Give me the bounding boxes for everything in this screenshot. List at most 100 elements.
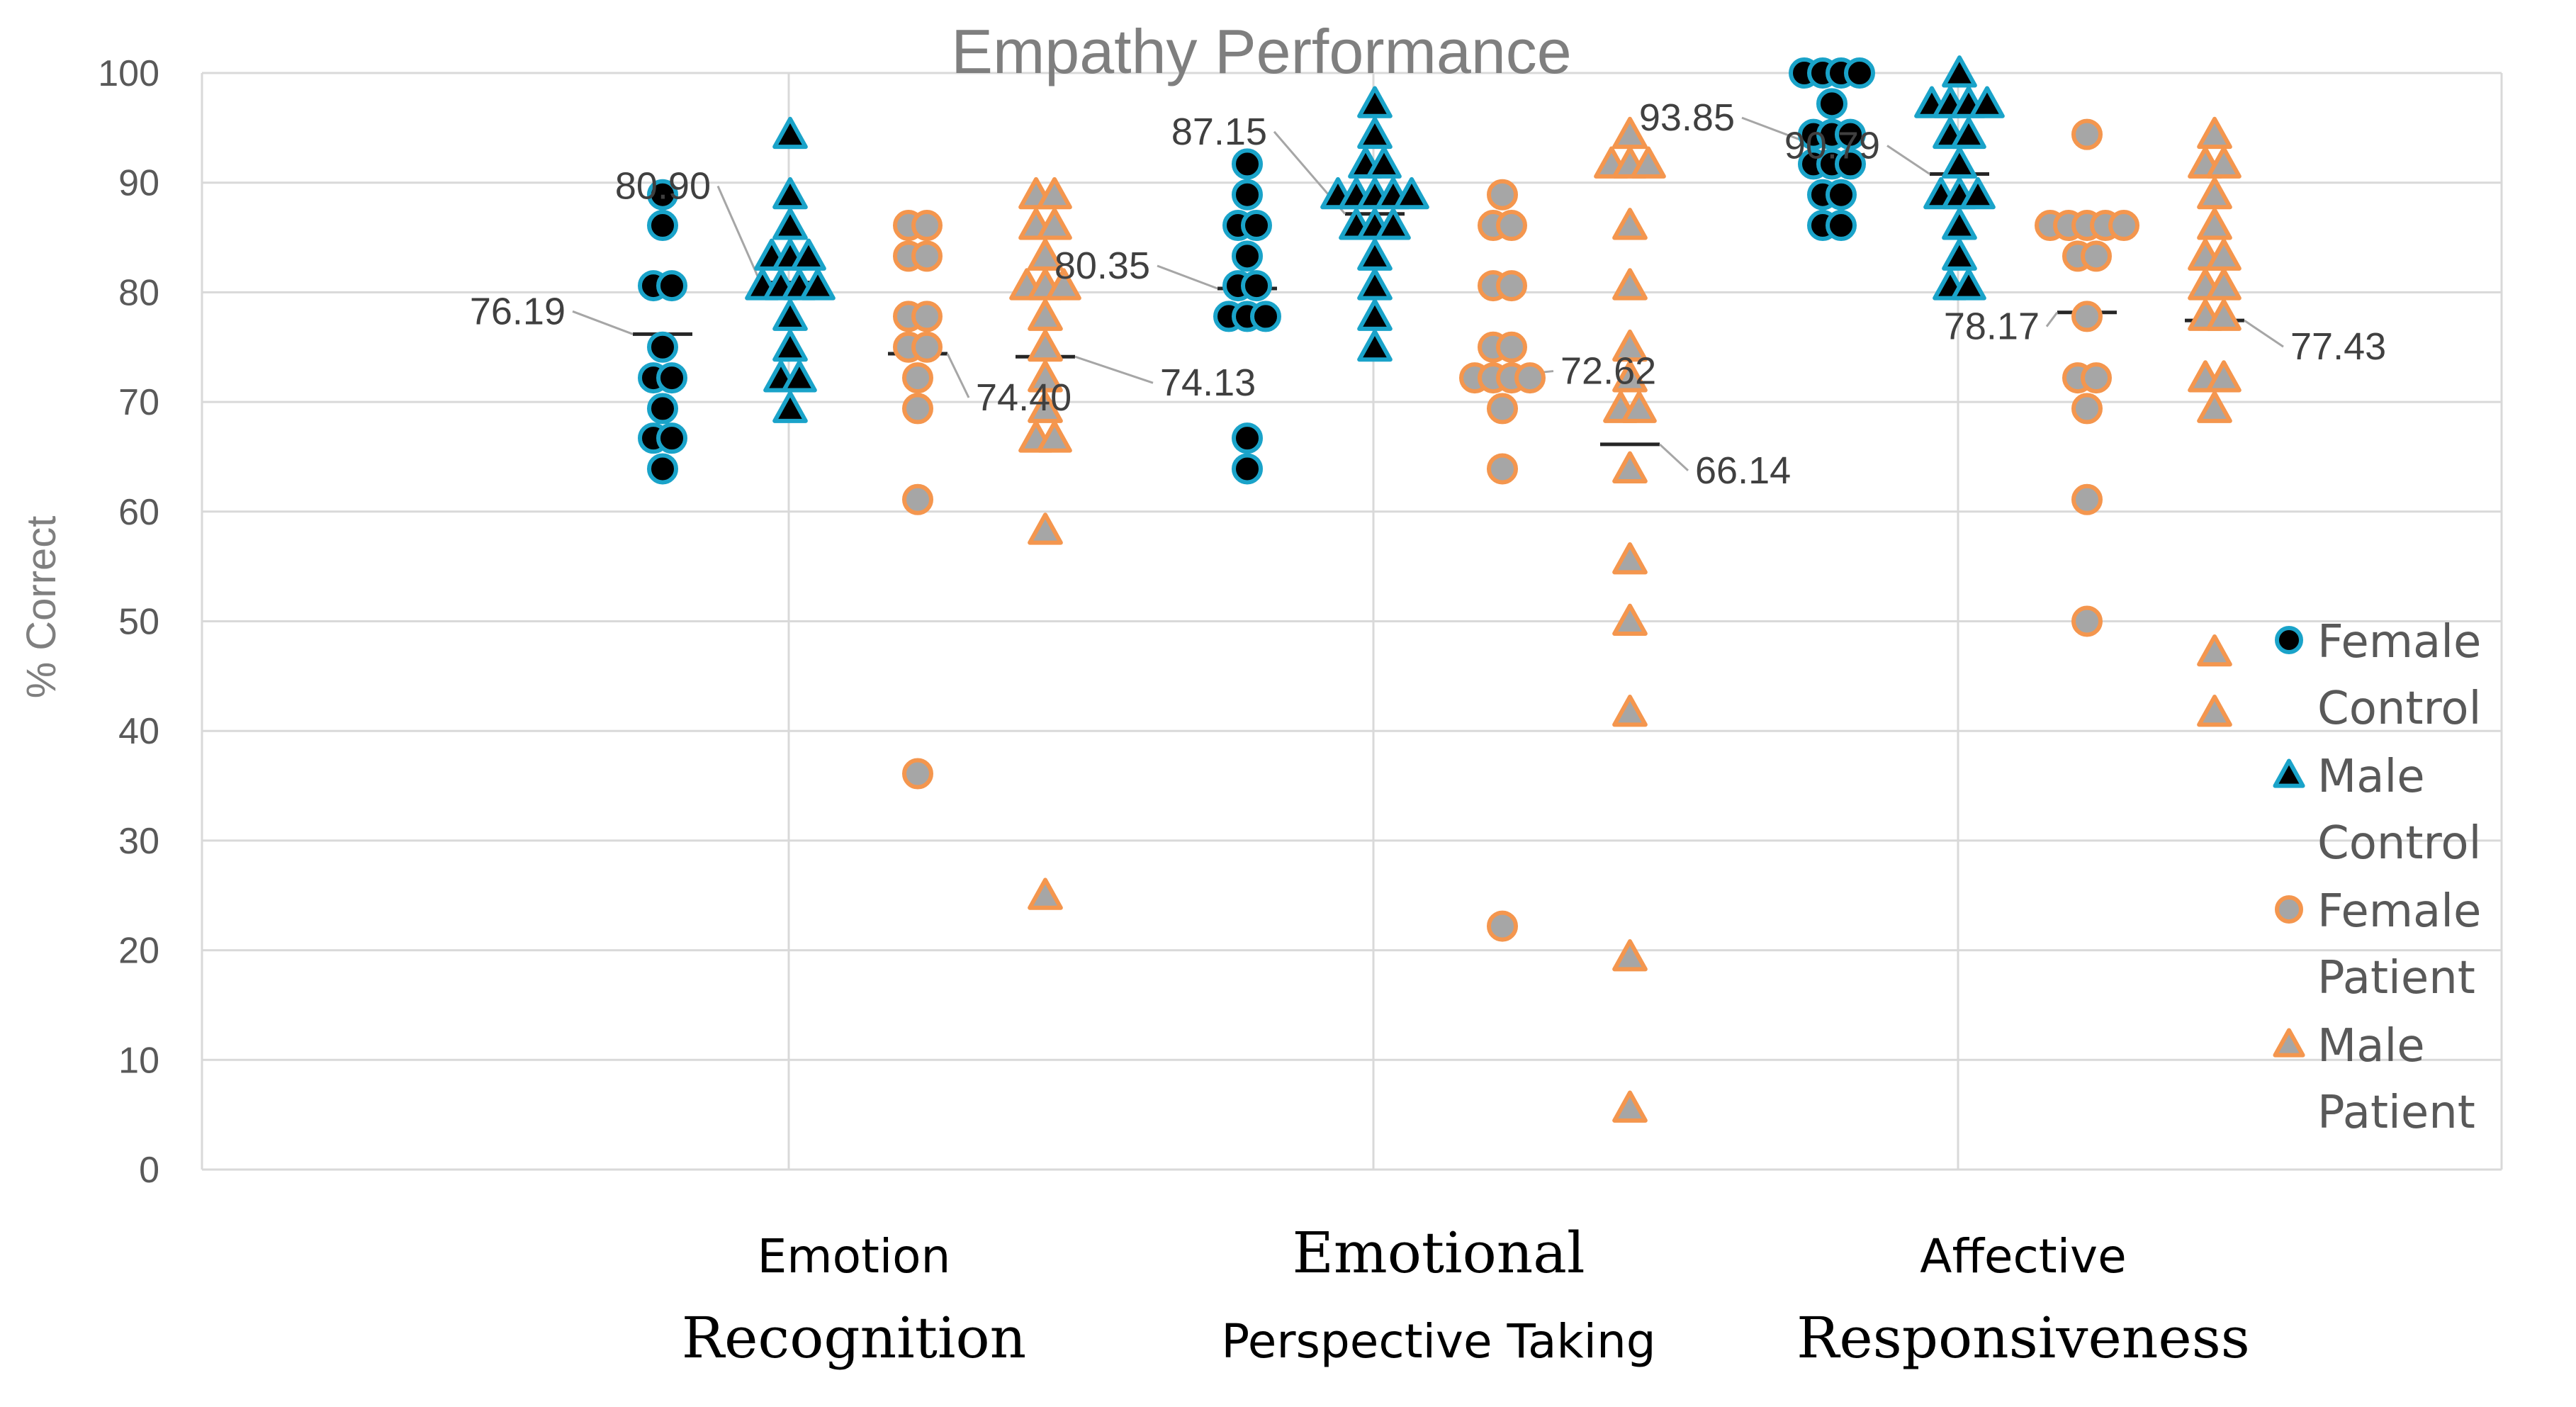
data-point <box>2206 268 2242 301</box>
mean-label: 74.13 <box>1160 361 1256 404</box>
data-point <box>656 362 687 394</box>
data-point <box>1612 1090 1648 1123</box>
data-point <box>1942 146 1977 179</box>
data-point <box>1357 268 1393 301</box>
data-point <box>1835 118 1866 150</box>
leader-line <box>1886 145 1930 175</box>
data-point <box>2071 301 2103 332</box>
data-point <box>902 362 933 394</box>
data-point <box>1631 146 1666 179</box>
legend-label-line2: Patient <box>2317 1087 2475 1139</box>
legend-layer: Female Control Male Control Female Patient Mal… <box>2273 616 2481 1139</box>
data-point <box>1037 176 1072 210</box>
data-point <box>647 453 678 485</box>
data-point <box>1514 362 1546 394</box>
data-point <box>2197 695 2232 727</box>
data-point <box>1487 393 1518 425</box>
data-point <box>1612 329 1648 362</box>
y-tick-label: 90 <box>118 163 159 204</box>
mean-label: 78.17 <box>1944 305 2040 348</box>
mean-label: 80.90 <box>615 164 711 207</box>
data-point <box>1357 298 1393 331</box>
data-point <box>1250 301 1281 332</box>
data-point <box>911 331 943 363</box>
data-point <box>647 393 678 425</box>
data-point <box>2108 210 2139 242</box>
data-point <box>647 210 678 242</box>
leader-line <box>1741 116 1803 142</box>
data-point <box>2071 118 2103 150</box>
leader-line <box>946 353 970 398</box>
category-label-line2: Responsiveness <box>1796 1305 2250 1371</box>
mean-label: 74.40 <box>976 376 1072 419</box>
data-point <box>1612 360 1648 393</box>
data-point <box>2206 298 2242 331</box>
data-point <box>1357 116 1393 150</box>
y-tick-label: 70 <box>118 382 159 423</box>
legend-label-line1: Female <box>2317 616 2481 668</box>
data-point <box>1376 208 1411 240</box>
grid-layer <box>201 72 2503 1171</box>
axis-layer: 0 10 20 30 40 50 60 70 80 90 100 % Correct Empathy P… <box>18 16 2250 1371</box>
data-point <box>1621 391 1657 423</box>
data-point <box>1232 240 1263 272</box>
y-tick-label: 80 <box>118 272 159 313</box>
category-label-line1: Emotion <box>758 1229 951 1284</box>
data-point <box>772 176 808 210</box>
data-point <box>1028 878 1063 910</box>
data-point <box>772 391 808 423</box>
data-point <box>2197 116 2232 150</box>
legend-marker <box>2275 895 2303 924</box>
data-point <box>782 360 817 393</box>
data-point <box>2071 393 2103 425</box>
data-point <box>1496 210 1527 242</box>
leader-line <box>1157 264 1218 290</box>
data-point <box>1612 939 1648 972</box>
data-point <box>1232 179 1263 211</box>
data-point <box>2206 146 2242 179</box>
data-point <box>772 116 808 150</box>
mean-label: 66.14 <box>1695 449 1791 492</box>
y-tick-label: 30 <box>118 821 159 862</box>
data-point <box>2197 391 2232 423</box>
data-point <box>656 422 687 454</box>
legend-label-line1: Female <box>2317 885 2481 938</box>
data-point <box>656 270 687 302</box>
data-point <box>1951 116 1986 150</box>
data-point <box>902 483 933 515</box>
data-point <box>1942 208 1977 240</box>
data-point <box>1612 542 1648 575</box>
y-tick-label: 20 <box>118 931 159 972</box>
category-label-line2: Recognition <box>682 1305 1026 1371</box>
data-point <box>911 210 943 242</box>
data-point <box>2081 240 2112 272</box>
legend-label-line1: Male <box>2317 1020 2425 1072</box>
data-point <box>1028 298 1063 331</box>
legend-label-line1: Male <box>2317 751 2425 803</box>
legend-marker <box>2275 626 2303 654</box>
data-point <box>1028 329 1063 362</box>
data-point <box>772 208 808 240</box>
data-point <box>2197 176 2232 210</box>
data-point <box>1037 208 1072 240</box>
y-tick-label: 50 <box>118 602 159 643</box>
data-point <box>1951 268 1986 301</box>
data-point <box>647 331 678 363</box>
data-point <box>1816 88 1847 120</box>
legend-label-line2: Patient <box>2317 952 2475 1004</box>
leader-line <box>1074 355 1154 384</box>
data-point <box>1487 910 1518 942</box>
data-point <box>2071 605 2103 637</box>
data-point <box>647 179 678 211</box>
data-point <box>1612 268 1648 301</box>
data-point <box>1942 55 1977 88</box>
legend-marker <box>2273 1028 2305 1058</box>
data-point <box>2081 362 2112 394</box>
data-point <box>902 758 933 790</box>
data-point <box>1028 391 1063 423</box>
data-point <box>1612 208 1648 240</box>
data-point <box>1942 238 1977 271</box>
category-label-line1: Emotional <box>1292 1220 1585 1286</box>
data-point <box>1241 270 1272 302</box>
